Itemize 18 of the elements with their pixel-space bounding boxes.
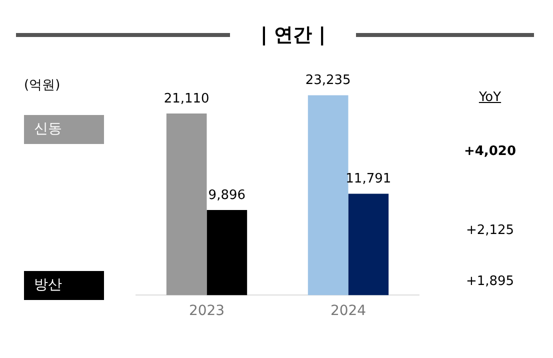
text: YoY (478, 90, 502, 105)
data-label: 9,896 (208, 188, 246, 203)
bar (308, 95, 348, 296)
text: +4,020 (462, 144, 517, 159)
bar (348, 194, 389, 296)
bar (166, 113, 207, 296)
text: 방산 (24, 271, 104, 300)
data-label: 21,110 (164, 91, 210, 106)
bar (206, 210, 248, 296)
chart-title: | 연간 | (259, 23, 327, 48)
text: 신동 (24, 115, 104, 144)
x-tick-label: 2024 (330, 303, 366, 320)
x-tick-label: 2023 (188, 303, 225, 320)
text: (억원) (24, 77, 62, 94)
text: +2,125 (464, 223, 516, 238)
data-label: 11,791 (346, 172, 392, 187)
text: +1,895 (464, 274, 516, 289)
data-label: 23,235 (305, 73, 351, 88)
